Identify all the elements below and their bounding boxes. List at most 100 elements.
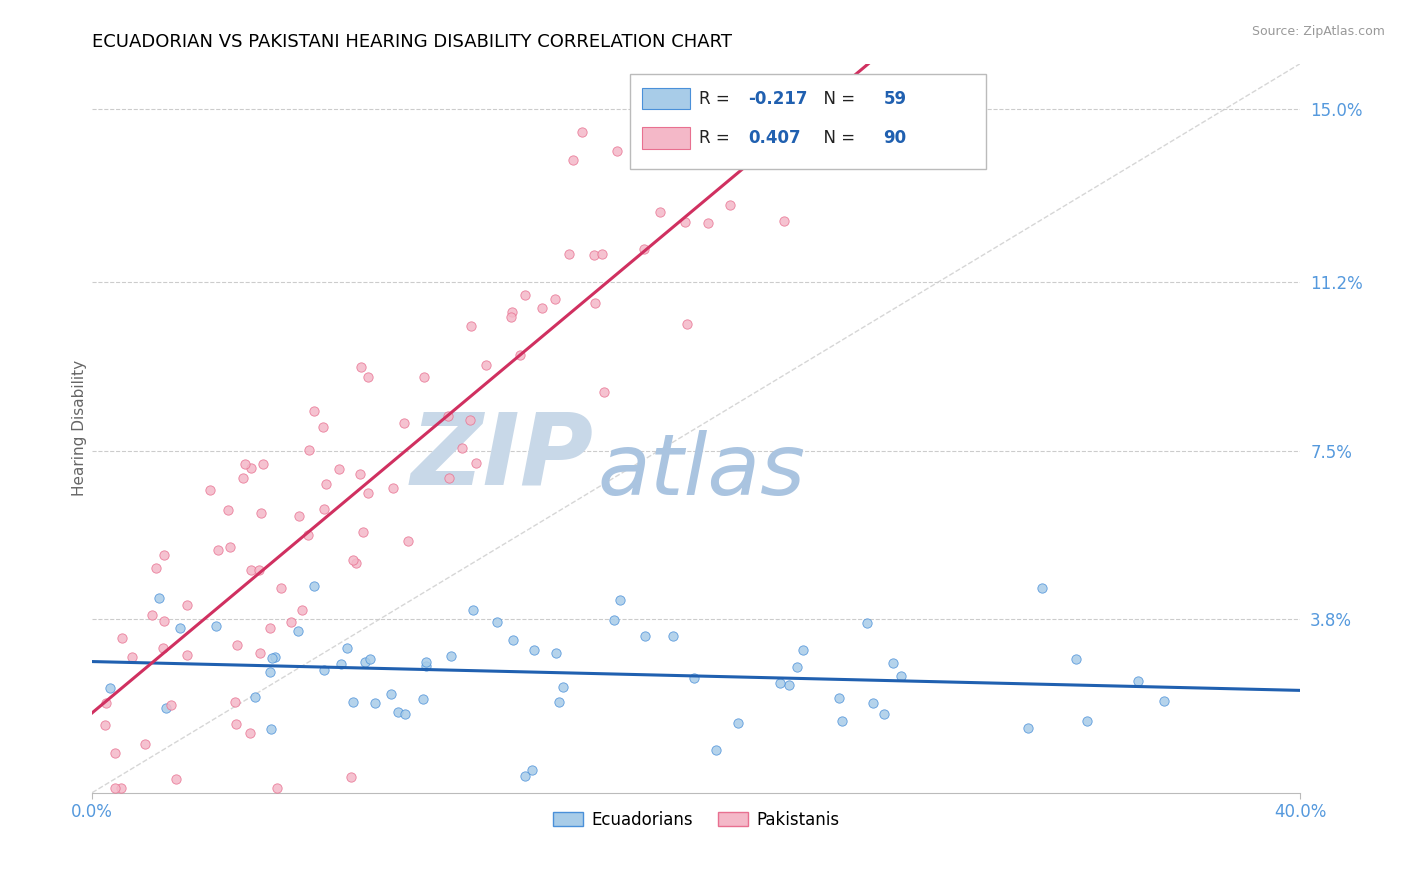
- Point: [394, 706, 416, 721]
- Text: Source: ZipAtlas.com: Source: ZipAtlas.com: [1251, 25, 1385, 38]
- Point: [547, 695, 569, 709]
- Text: R =: R =: [699, 89, 735, 108]
- Point: [412, 370, 434, 384]
- Point: [259, 665, 281, 679]
- Point: [198, 483, 221, 498]
- Point: [591, 247, 613, 261]
- Point: [460, 319, 482, 334]
- Point: [606, 145, 628, 159]
- Point: [648, 205, 671, 219]
- Point: [711, 125, 734, 139]
- Point: [354, 655, 377, 669]
- Point: [260, 651, 283, 665]
- Point: [465, 456, 488, 470]
- Point: [882, 657, 904, 671]
- Y-axis label: Hearing Disability: Hearing Disability: [72, 360, 87, 496]
- Point: [890, 669, 912, 683]
- Point: [461, 603, 484, 617]
- Point: [509, 348, 531, 362]
- Point: [773, 214, 796, 228]
- Point: [855, 615, 877, 630]
- Point: [727, 716, 749, 731]
- Point: [98, 681, 121, 695]
- Point: [247, 563, 270, 577]
- Point: [415, 656, 437, 670]
- Point: [583, 248, 606, 262]
- Point: [499, 310, 522, 325]
- Point: [530, 301, 553, 315]
- Point: [155, 700, 177, 714]
- Point: [226, 638, 249, 652]
- Text: ZIP: ZIP: [411, 409, 593, 506]
- Point: [240, 461, 263, 475]
- Point: [792, 643, 814, 657]
- Point: [359, 651, 381, 665]
- Point: [458, 413, 481, 427]
- Point: [544, 292, 567, 306]
- Point: [381, 481, 404, 495]
- Point: [778, 678, 800, 692]
- Point: [1017, 721, 1039, 735]
- Point: [297, 528, 319, 542]
- Point: [263, 649, 285, 664]
- Point: [336, 641, 359, 656]
- Point: [266, 781, 288, 796]
- Point: [169, 621, 191, 635]
- Point: [1064, 652, 1087, 666]
- Point: [152, 640, 174, 655]
- Text: 90: 90: [883, 128, 907, 147]
- Point: [104, 746, 127, 760]
- Point: [297, 443, 319, 458]
- Point: [439, 649, 461, 664]
- Point: [415, 659, 437, 673]
- Point: [697, 216, 720, 230]
- Point: [783, 125, 806, 139]
- Point: [831, 714, 853, 728]
- Point: [314, 502, 336, 516]
- Point: [475, 358, 498, 372]
- Point: [437, 409, 460, 423]
- Point: [165, 772, 187, 786]
- Point: [252, 457, 274, 471]
- Point: [364, 696, 387, 710]
- Point: [571, 125, 593, 139]
- Point: [862, 696, 884, 710]
- Point: [134, 737, 156, 751]
- Point: [513, 769, 536, 783]
- Point: [287, 509, 309, 524]
- Point: [291, 603, 314, 617]
- Point: [145, 560, 167, 574]
- Point: [287, 624, 309, 638]
- Text: ECUADORIAN VS PAKISTANI HEARING DISABILITY CORRELATION CHART: ECUADORIAN VS PAKISTANI HEARING DISABILI…: [93, 33, 733, 51]
- Point: [141, 608, 163, 623]
- Point: [662, 629, 685, 643]
- Point: [557, 247, 579, 261]
- Text: 59: 59: [883, 89, 907, 108]
- Point: [502, 632, 524, 647]
- Point: [304, 404, 326, 418]
- Point: [342, 553, 364, 567]
- Point: [1031, 582, 1053, 596]
- Point: [344, 556, 367, 570]
- Point: [673, 215, 696, 229]
- Point: [633, 242, 655, 256]
- Point: [948, 125, 970, 139]
- Point: [387, 705, 409, 719]
- Point: [233, 458, 256, 472]
- FancyBboxPatch shape: [643, 87, 690, 110]
- Point: [219, 540, 242, 554]
- Point: [94, 718, 117, 732]
- Point: [412, 692, 434, 706]
- Point: [769, 676, 792, 690]
- Text: R =: R =: [699, 128, 735, 147]
- Point: [583, 296, 606, 310]
- Point: [152, 615, 174, 629]
- Point: [245, 690, 267, 704]
- Point: [357, 370, 380, 384]
- Point: [704, 743, 727, 757]
- FancyBboxPatch shape: [630, 74, 986, 169]
- Point: [342, 695, 364, 709]
- Point: [718, 198, 741, 212]
- Point: [349, 467, 371, 481]
- Point: [176, 598, 198, 612]
